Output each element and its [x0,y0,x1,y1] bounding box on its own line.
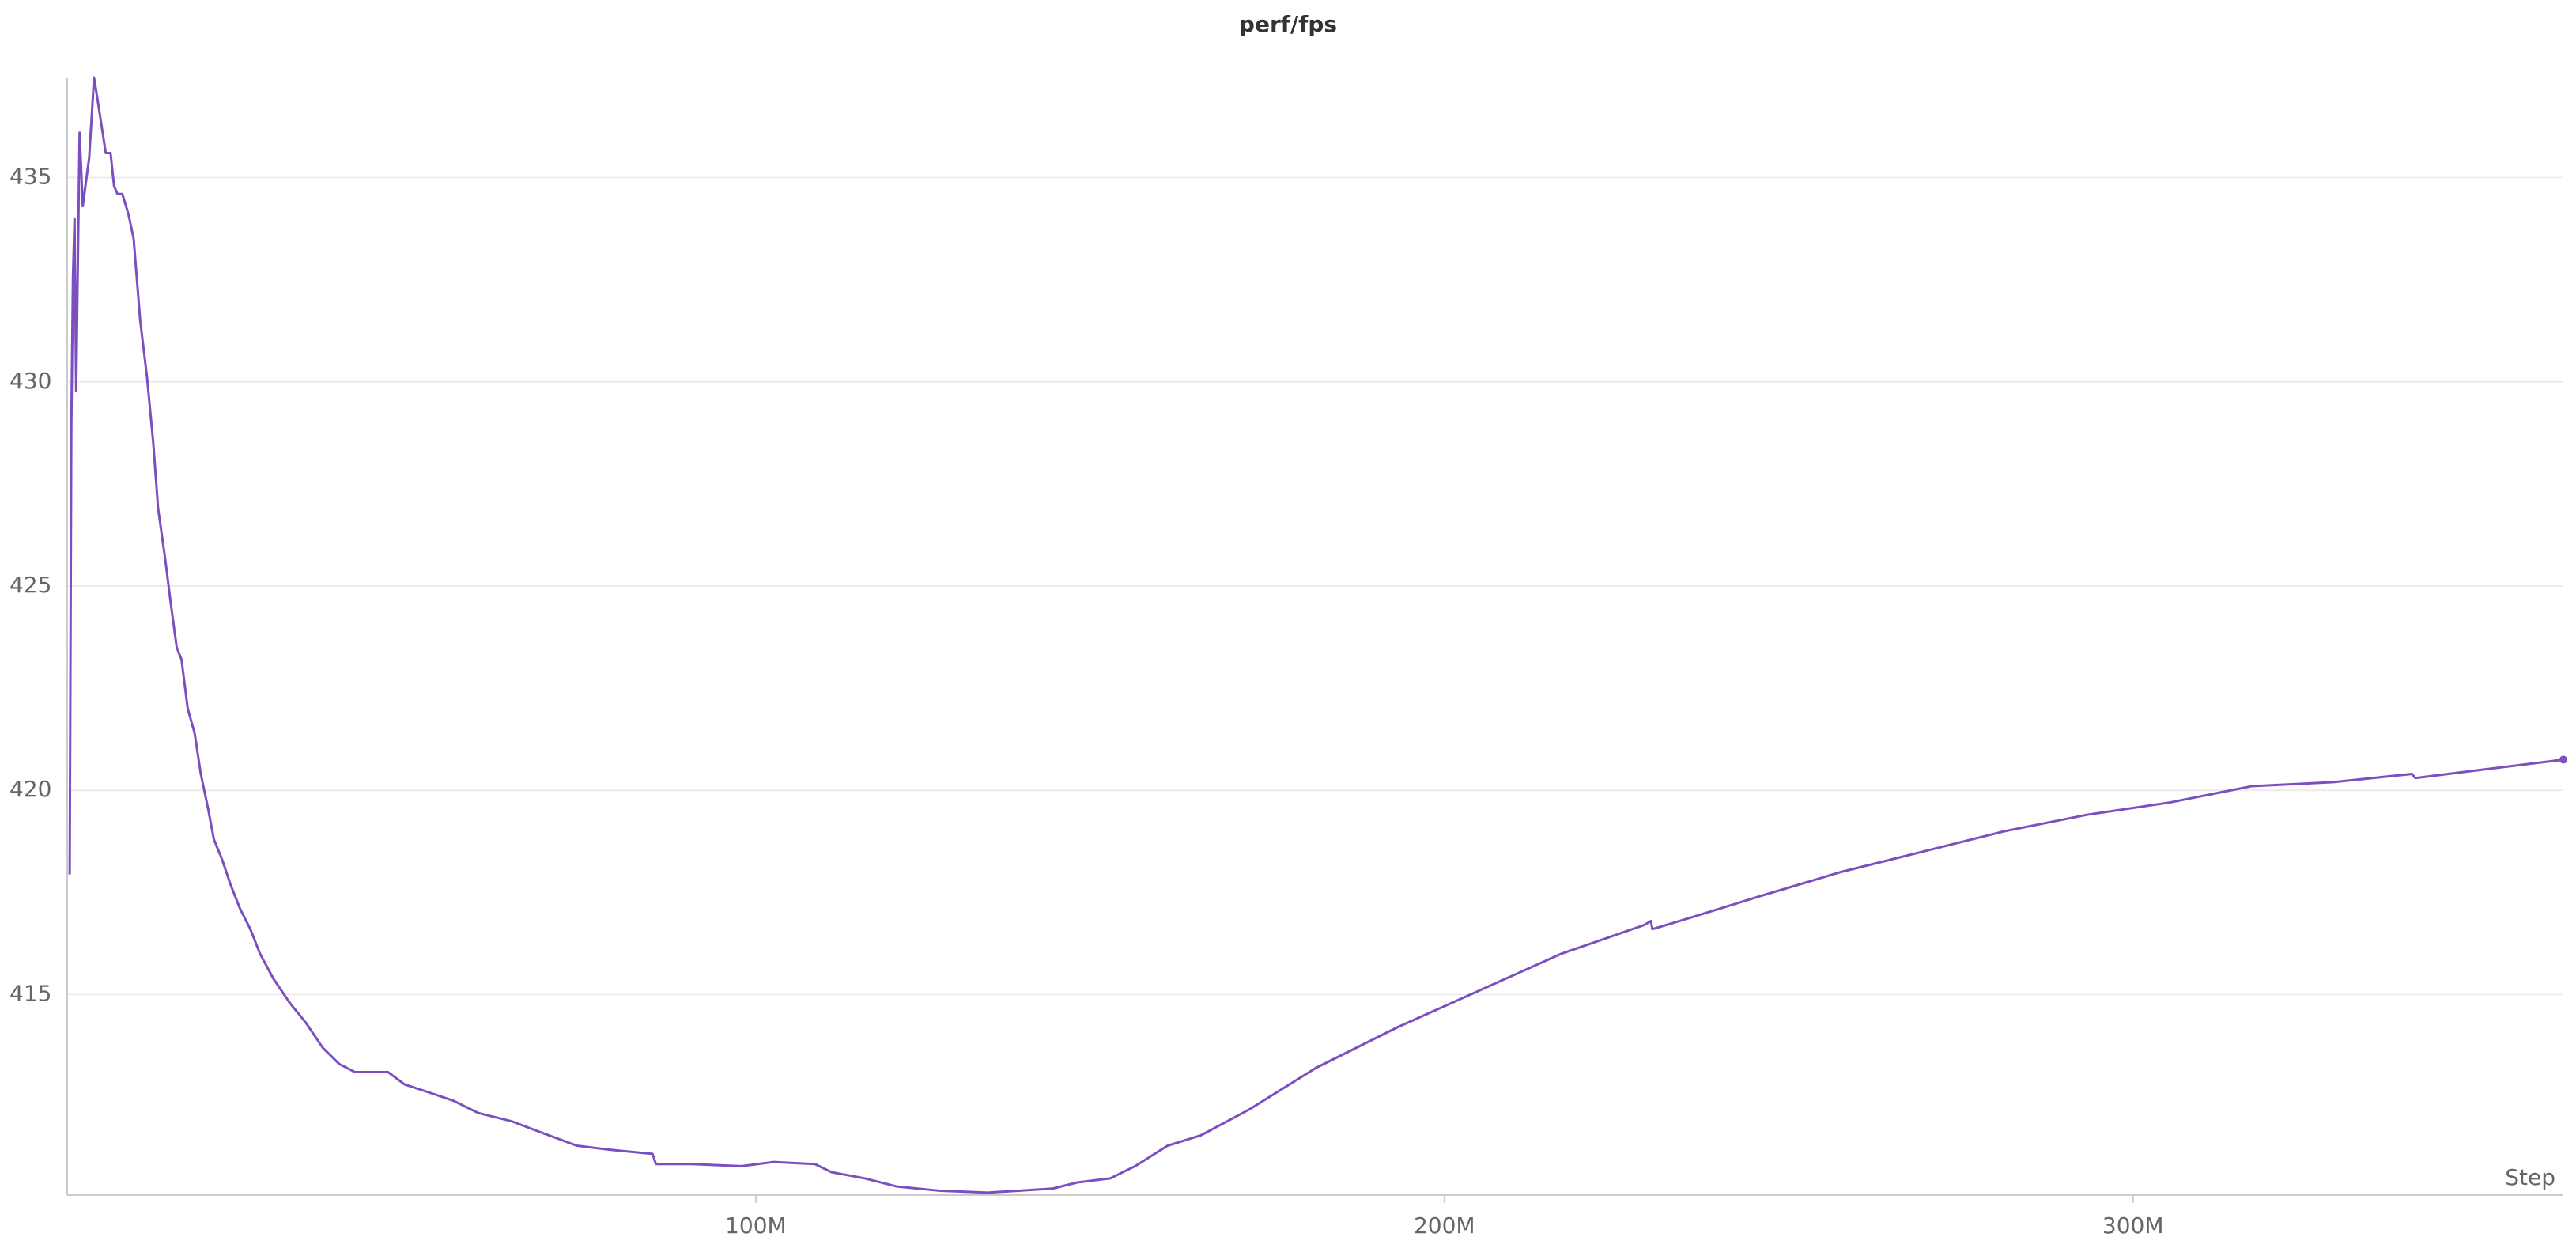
y-tick-label: 430 [9,368,51,394]
y-tick-label: 435 [9,164,51,190]
x-tick-label: 100M [725,1212,787,1239]
end-point [2559,755,2567,764]
y-tick-label: 420 [9,776,51,802]
y-tick-label: 425 [9,572,51,598]
line [68,76,2564,1194]
x-tick-label: 200M [1414,1212,1475,1239]
y-tick-label: 415 [9,980,51,1006]
chart-title: perf/fps [1239,11,1337,37]
x-tick-label: 300M [2102,1212,2164,1239]
x-axis-label: Step [2505,1164,2555,1190]
